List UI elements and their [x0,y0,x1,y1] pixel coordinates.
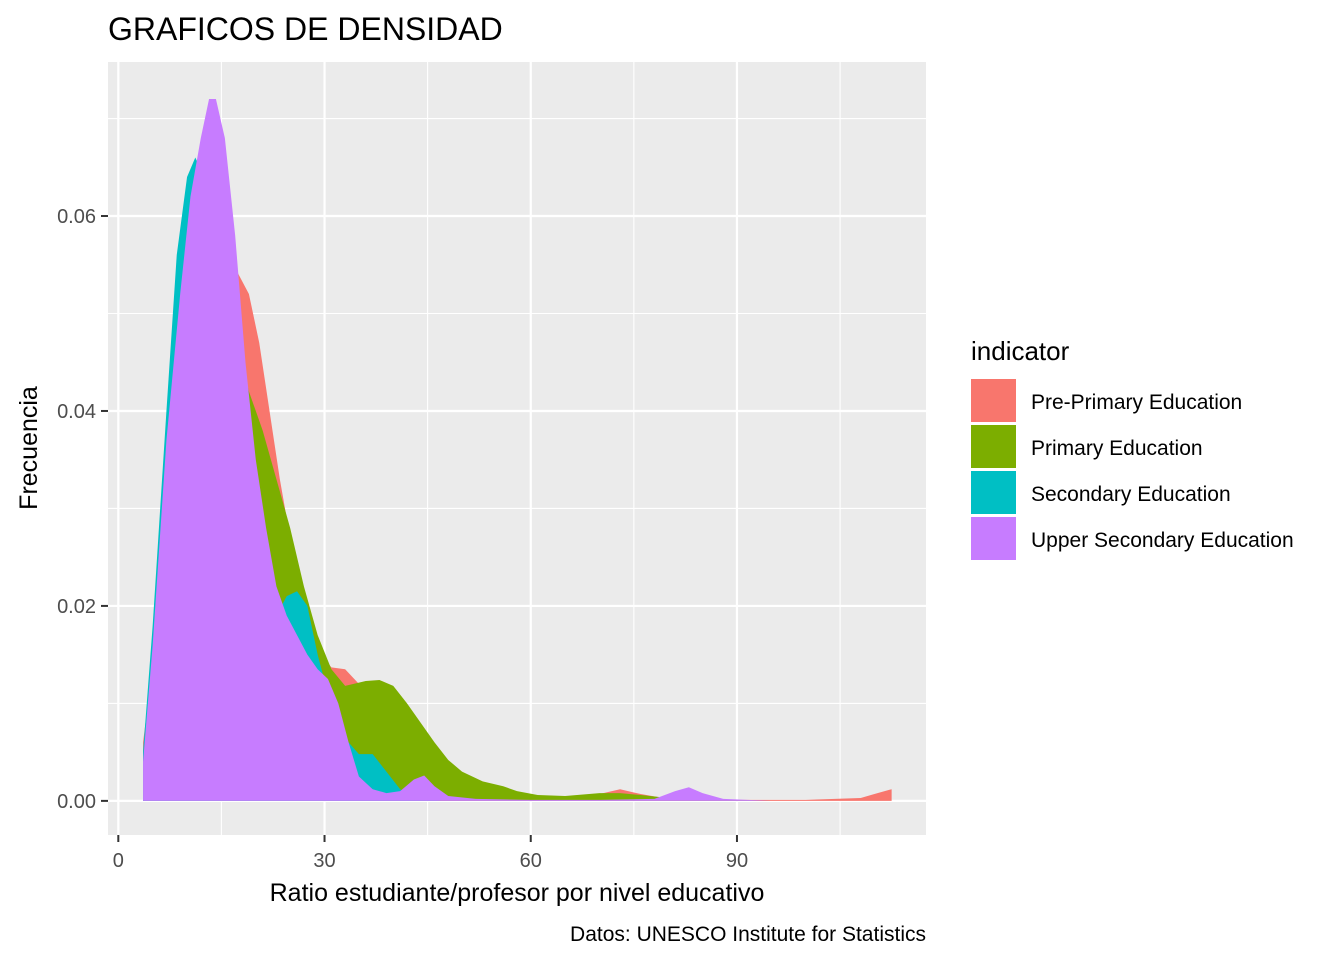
legend-title: indicator [971,336,1070,366]
legend-swatch-3 [971,517,1016,560]
chart-title: GRAFICOS DE DENSIDAD [108,11,503,47]
legend-label-0: Pre-Primary Education [1031,391,1242,414]
y-tick-label: 0.04 [57,401,96,423]
legend-swatch-1 [971,425,1016,468]
x-tick-label: 0 [113,850,124,872]
legend-swatch-2 [971,471,1016,514]
x-tick-label: 90 [726,850,748,872]
legend-label-1: Primary Education [1031,437,1203,460]
density-areas [143,99,892,801]
y-tick-label: 0.02 [57,596,96,618]
x-tick-label: 30 [313,850,335,872]
y-tick-label: 0.06 [57,206,96,228]
legend-label-3: Upper Secondary Education [1031,529,1294,552]
density-area-3 [143,99,892,801]
legend-label-2: Secondary Education [1031,483,1231,506]
legend-swatch-0 [971,379,1016,422]
legend: indicator Pre-Primary Education Primary E… [971,336,1294,560]
legend-items: Pre-Primary Education Primary Education Se… [971,379,1294,560]
y-axis-label: Frecuencia [15,386,43,510]
y-tick-label: 0.00 [57,791,96,813]
chart-caption: Datos: UNESCO Institute for Statistics [570,923,926,946]
x-axis-label: Ratio estudiante/profesor por nivel educ… [270,879,765,907]
x-axis-ticks: 0 30 60 90 [113,835,748,872]
y-axis-ticks: 0.00 0.02 0.04 0.06 [57,206,108,813]
x-tick-label: 60 [520,850,542,872]
